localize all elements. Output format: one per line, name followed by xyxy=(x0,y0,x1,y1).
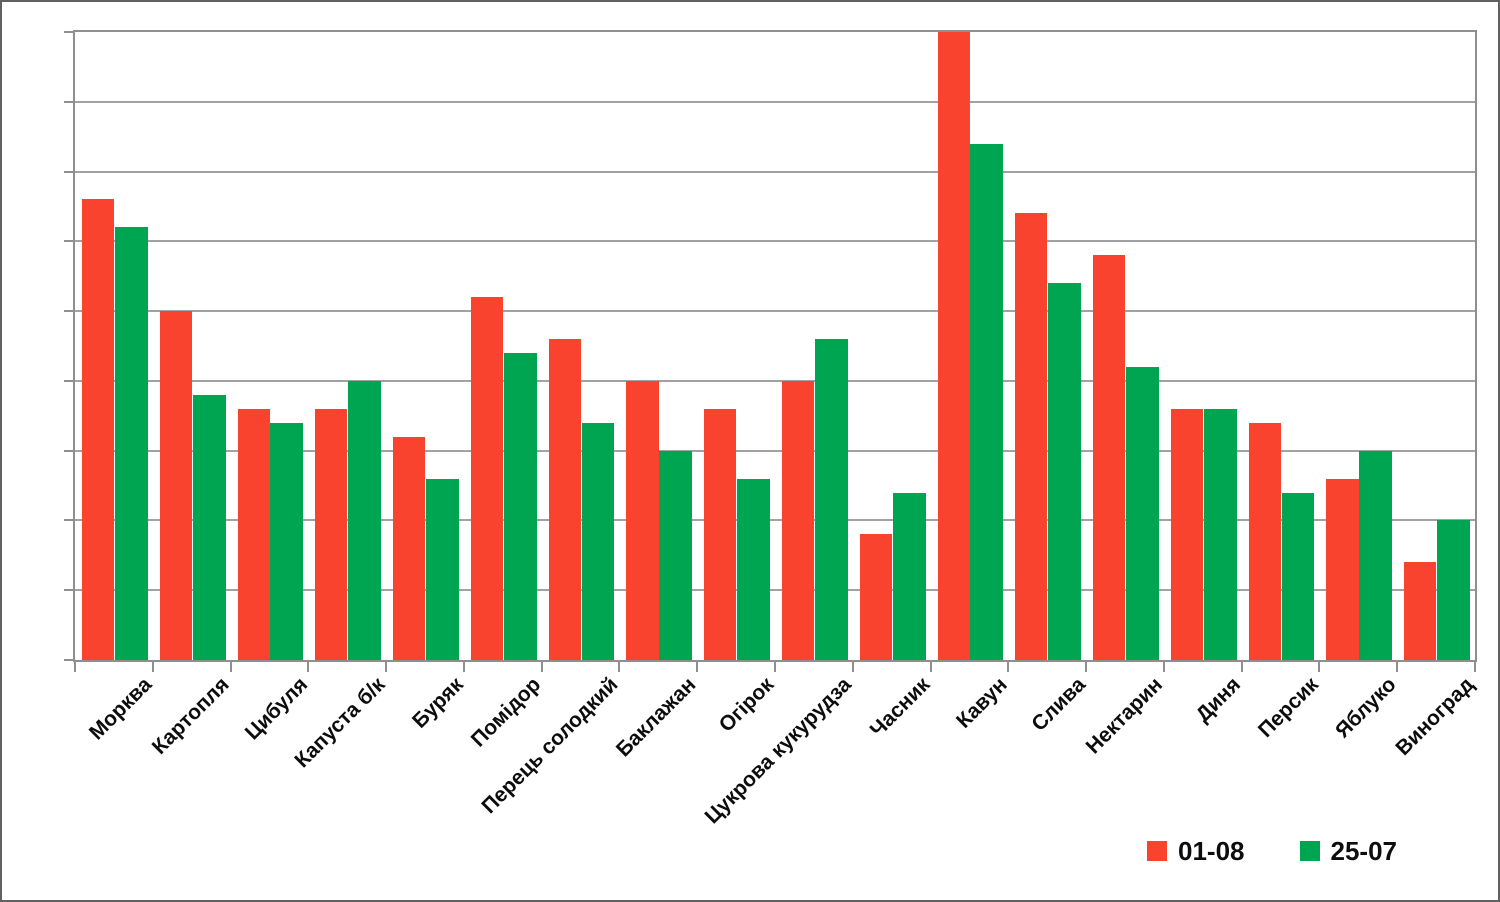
x-axis-tick xyxy=(462,662,465,672)
bar-01-08-4[interactable] xyxy=(393,436,426,660)
gridline xyxy=(75,310,1475,313)
x-axis-tick xyxy=(618,662,621,672)
bar-01-08-16[interactable] xyxy=(1326,478,1359,660)
x-axis-label-12: Слива xyxy=(1026,673,1090,736)
x-axis-label-4: Буряк xyxy=(407,673,468,733)
x-axis-tick xyxy=(1396,662,1399,672)
bar-25-07-14[interactable] xyxy=(1203,408,1237,660)
bar-25-07-12[interactable] xyxy=(1048,283,1082,660)
bar-01-08-15[interactable] xyxy=(1248,422,1281,660)
bar-01-08-7[interactable] xyxy=(626,380,659,660)
y-axis-tick xyxy=(64,170,73,173)
y-axis-tick xyxy=(64,31,73,33)
bar-01-08-14[interactable] xyxy=(1170,408,1203,660)
y-axis-tick xyxy=(64,589,73,592)
x-axis-label-17: Виноград xyxy=(1391,673,1479,761)
legend: 01-08 25-07 xyxy=(1147,838,1397,864)
bar-25-07-6[interactable] xyxy=(581,422,615,660)
x-axis-tick xyxy=(151,662,154,672)
bar-25-07-1[interactable] xyxy=(192,394,226,660)
x-axis-label-6: Перець солодкий xyxy=(477,673,623,819)
bar-25-07-11[interactable] xyxy=(970,143,1004,660)
bar-25-07-8[interactable] xyxy=(737,478,770,660)
gridline xyxy=(75,379,1475,382)
bar-01-08-10[interactable] xyxy=(859,534,892,660)
legend-swatch-red xyxy=(1147,841,1167,861)
y-axis-tick xyxy=(64,659,73,661)
gridline xyxy=(75,240,1475,243)
x-axis-label-1: Картопля xyxy=(148,673,235,759)
bar-01-08-17[interactable] xyxy=(1404,562,1437,660)
bar-01-08-8[interactable] xyxy=(704,408,737,660)
y-axis-tick xyxy=(64,379,73,382)
x-axis-tick xyxy=(1240,662,1243,672)
x-axis-tick xyxy=(774,662,776,672)
y-axis-tick xyxy=(64,240,73,243)
bar-25-07-0[interactable] xyxy=(114,227,148,660)
bar-25-07-3[interactable] xyxy=(348,380,382,660)
plot-area xyxy=(64,30,1477,672)
x-axis-tick xyxy=(929,662,932,672)
bar-01-08-3[interactable] xyxy=(315,408,348,660)
bar-01-08-0[interactable] xyxy=(82,199,115,660)
bar-25-07-9[interactable] xyxy=(814,339,848,660)
gridline xyxy=(75,589,1475,592)
x-axis-tick xyxy=(1474,662,1476,672)
x-axis-label-15: Персик xyxy=(1253,673,1323,743)
bar-25-07-13[interactable] xyxy=(1126,366,1159,660)
x-axis-label-16: Яблуко xyxy=(1331,673,1401,743)
x-axis-tick xyxy=(540,662,543,672)
x-axis-tick xyxy=(1162,662,1165,672)
gridline xyxy=(75,449,1475,452)
legend-item-01-08[interactable]: 01-08 xyxy=(1147,838,1245,864)
gridline xyxy=(75,100,1475,103)
gridline xyxy=(75,170,1475,173)
x-axis-tick xyxy=(696,662,699,672)
x-axis-label-8: Огірок xyxy=(714,673,779,737)
x-axis-label-10: Часник xyxy=(865,673,935,742)
legend-label-25-07: 25-07 xyxy=(1330,836,1398,866)
legend-item-25-07[interactable]: 25-07 xyxy=(1299,836,1398,866)
bar-25-07-4[interactable] xyxy=(426,478,459,660)
bar-25-07-5[interactable] xyxy=(503,352,537,660)
x-axis-tick xyxy=(1007,662,1010,672)
x-axis-tick xyxy=(1318,662,1321,672)
x-axis-label-9: Цукрова кукурудза xyxy=(700,673,857,829)
bar-01-08-12[interactable] xyxy=(1015,213,1048,660)
legend-swatch-green xyxy=(1299,841,1320,861)
bar-01-08-1[interactable] xyxy=(159,311,192,660)
y-axis-tick xyxy=(64,310,73,313)
bar-01-08-6[interactable] xyxy=(548,339,581,660)
x-axis-tick xyxy=(851,662,854,672)
gridline xyxy=(75,519,1475,522)
y-axis-tick xyxy=(64,100,73,103)
x-axis-tick xyxy=(1085,662,1088,672)
x-axis-tick xyxy=(74,662,76,672)
x-axis-label-11: Кавун xyxy=(952,673,1012,733)
y-axis-tick xyxy=(64,519,73,522)
legend-label-01-08: 01-08 xyxy=(1178,836,1245,866)
x-axis-tick xyxy=(385,662,388,672)
bar-25-07-15[interactable] xyxy=(1281,492,1315,660)
bar-25-07-17[interactable] xyxy=(1437,520,1470,660)
x-axis-label-2: Цибуля xyxy=(240,673,312,745)
bar-25-07-10[interactable] xyxy=(892,492,926,660)
bar-01-08-11[interactable] xyxy=(937,32,970,660)
bar-01-08-2[interactable] xyxy=(237,408,270,660)
bar-01-08-13[interactable] xyxy=(1093,255,1126,660)
x-axis-label-5: Помідор xyxy=(466,673,546,752)
x-axis-tick xyxy=(229,662,232,672)
y-axis-tick xyxy=(64,449,73,452)
bar-01-08-9[interactable] xyxy=(782,380,815,660)
x-axis-label-13: Нектарин xyxy=(1082,673,1168,759)
bar-25-07-7[interactable] xyxy=(659,450,693,660)
x-axis-label-0: Морква xyxy=(84,673,157,745)
bar-25-07-2[interactable] xyxy=(270,422,304,660)
bar-01-08-5[interactable] xyxy=(470,297,503,660)
x-axis-label-14: Диня xyxy=(1191,673,1246,727)
x-axis-tick xyxy=(307,662,310,672)
bar-25-07-16[interactable] xyxy=(1359,450,1393,660)
x-axis-label-7: Баклажан xyxy=(612,673,701,762)
